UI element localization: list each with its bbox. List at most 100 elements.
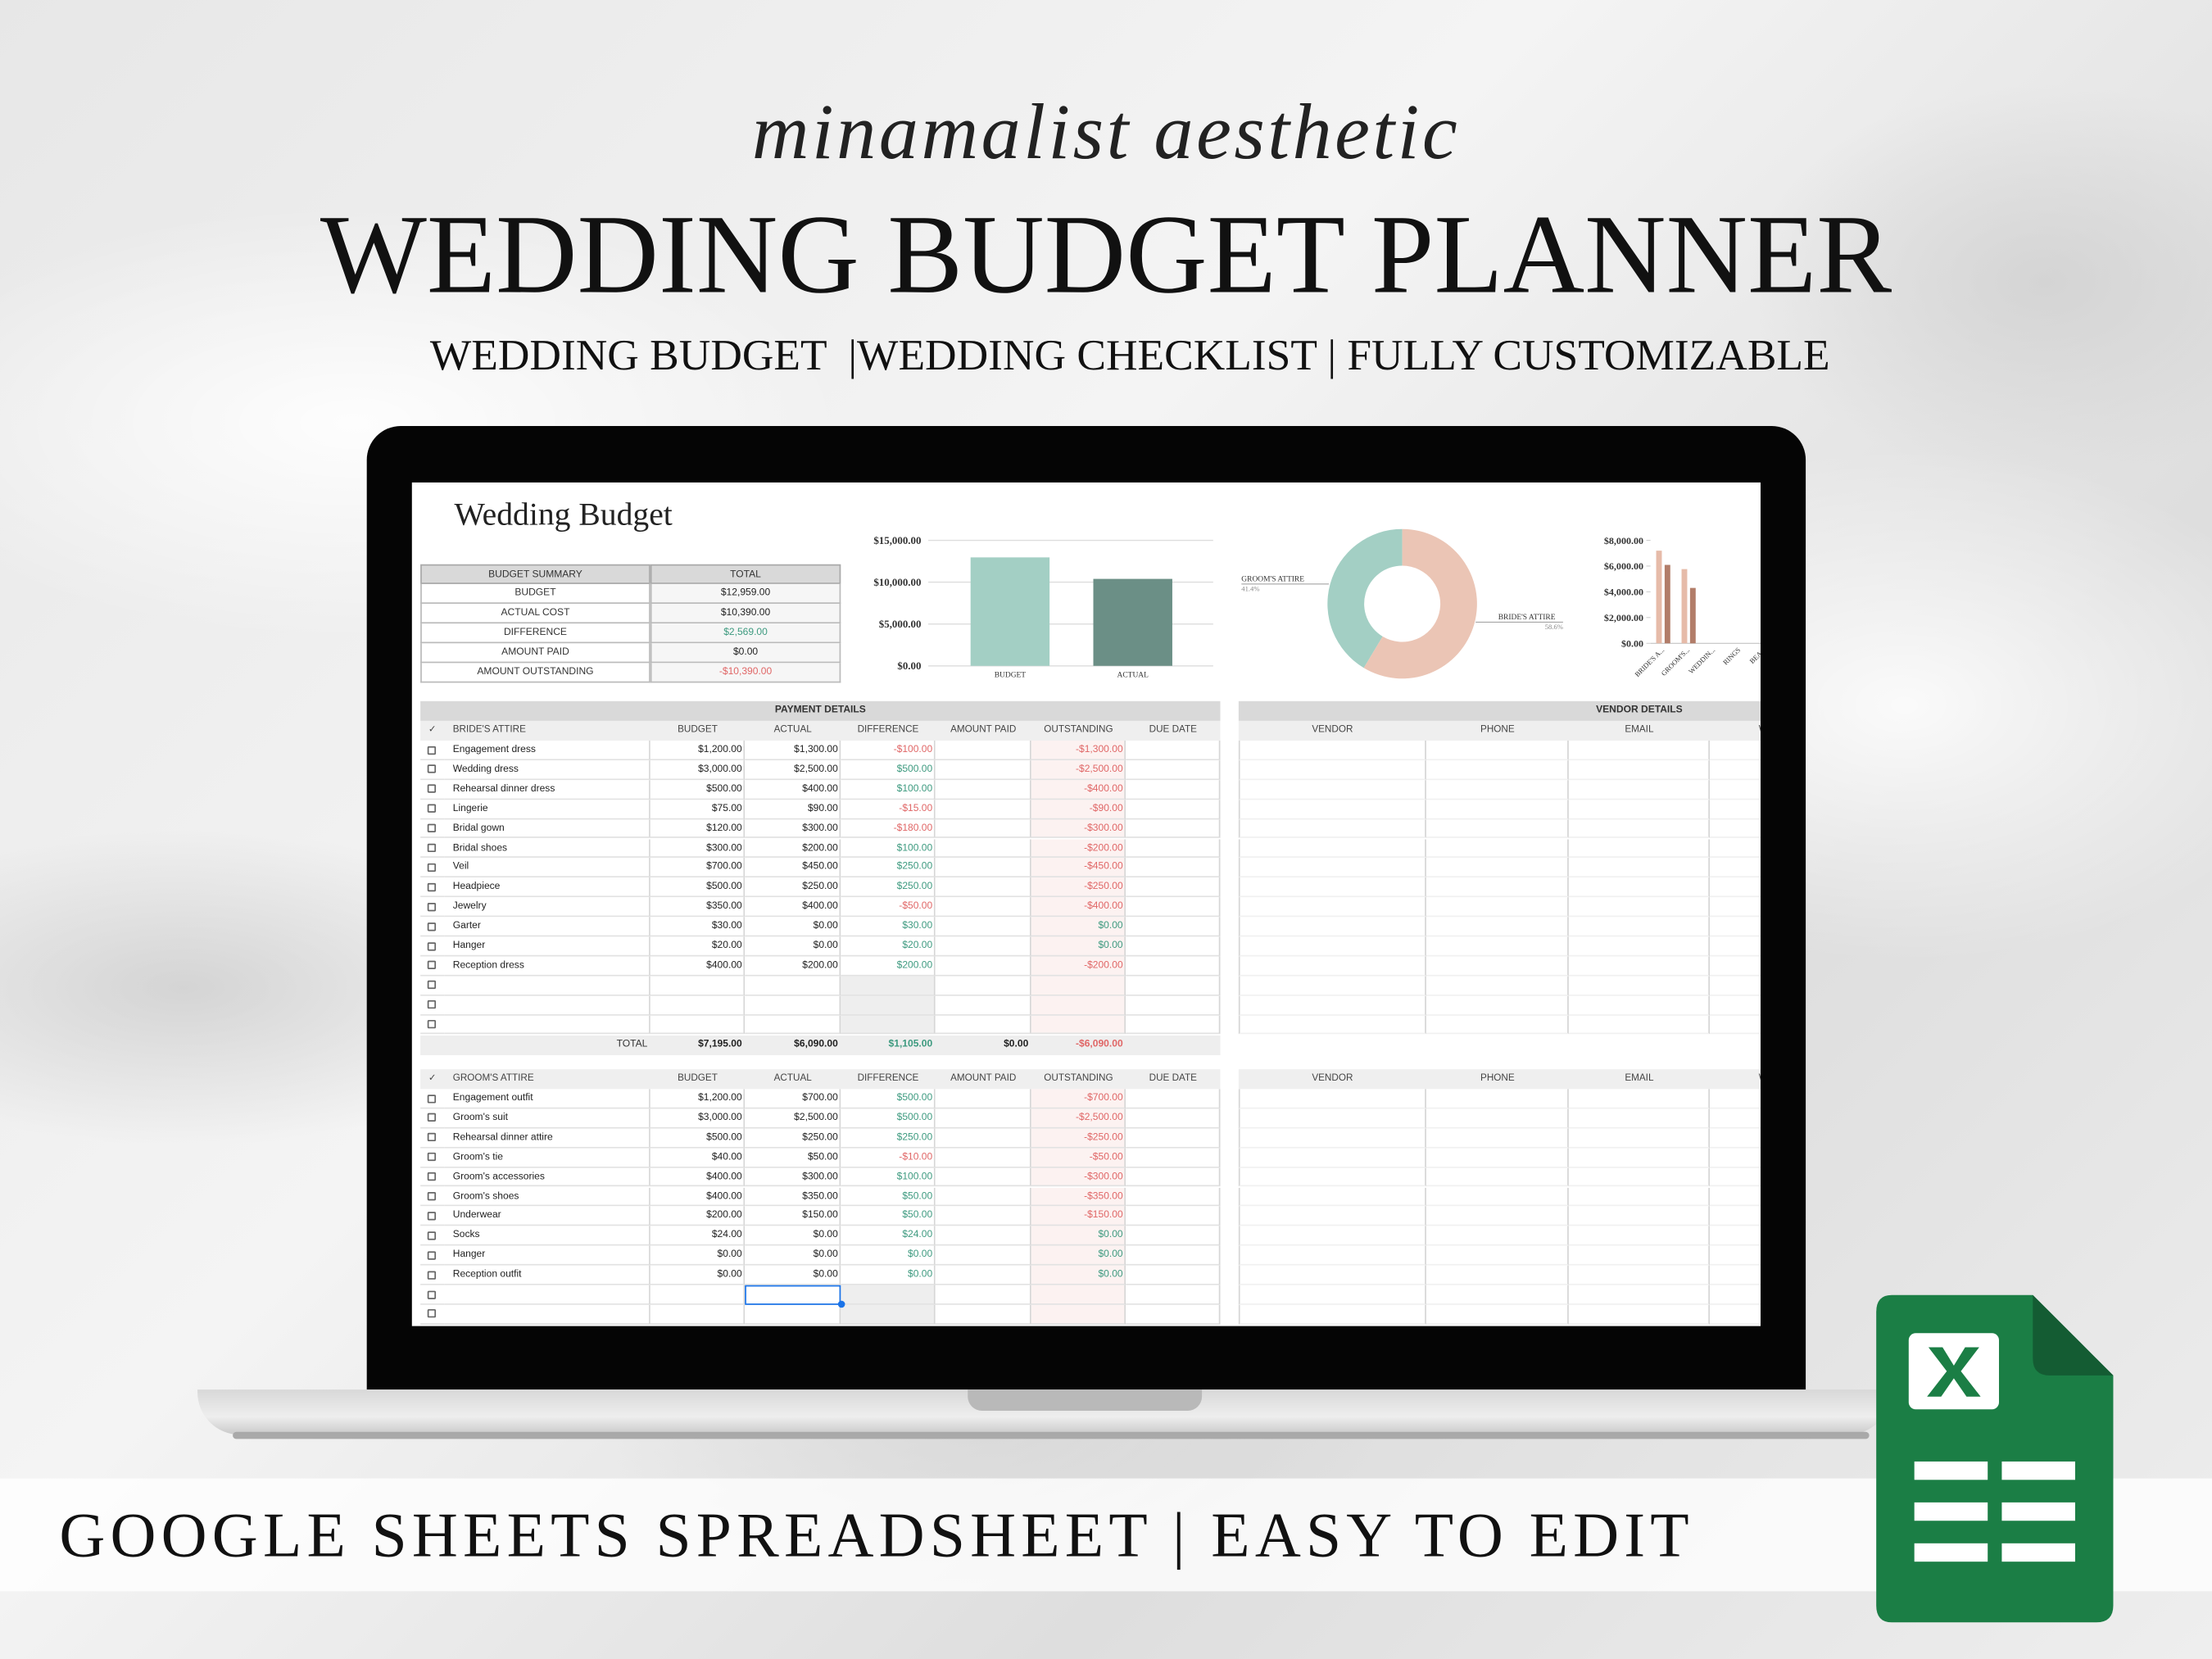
cell-difference: $100.00 [896, 1172, 933, 1182]
vendor-cell [1568, 818, 1710, 839]
grid-cell [935, 858, 1031, 878]
cell-difference: $500.00 [896, 764, 933, 775]
grid-cell [745, 1167, 841, 1187]
grid-cell [1126, 1089, 1221, 1109]
vendor-cell [1568, 759, 1710, 780]
column-header: AMOUNT PAID [950, 1073, 1017, 1084]
cell-budget: $3,000.00 [698, 764, 742, 775]
vendor-cell [1426, 1089, 1569, 1109]
checkbox[interactable] [427, 1094, 437, 1103]
column-header: BUDGET [678, 1073, 718, 1084]
selected-cell[interactable] [745, 1285, 841, 1305]
column-header: DIFFERENCE [857, 725, 919, 736]
column-header: PHONE [1480, 725, 1515, 736]
y-tick-label: $10,000.00 [873, 576, 921, 588]
grid-cell [650, 1206, 746, 1226]
vendor-cell [1568, 1265, 1710, 1285]
column-header: DIFFERENCE [857, 1073, 919, 1084]
vendor-cell [1568, 1089, 1710, 1109]
checkbox[interactable] [427, 1309, 437, 1318]
vendor-cell [1238, 917, 1426, 937]
checkbox[interactable] [427, 1153, 437, 1162]
grid-cell [650, 1245, 746, 1266]
grid-cell [745, 1128, 841, 1149]
checkbox[interactable] [427, 1000, 437, 1009]
grid-cell [650, 995, 746, 1016]
checkbox[interactable] [427, 882, 437, 891]
summary-label: ACTUAL COST [420, 603, 650, 624]
checkbox[interactable] [427, 981, 437, 990]
checkbox[interactable] [427, 941, 437, 950]
vendor-cell [1709, 878, 1761, 898]
grid-cell [1126, 818, 1221, 839]
grid-cell [841, 976, 936, 996]
column-header: DUE DATE [1149, 1073, 1197, 1084]
vendor-cell [1426, 936, 1569, 957]
cell-difference: $20.00 [902, 941, 933, 951]
column-header: BRIDE'S ATTIRE [452, 725, 526, 736]
checkbox[interactable] [427, 1133, 437, 1142]
cell-actual: $1,300.00 [794, 745, 838, 755]
y-tick-label: $4,000.00 [1604, 587, 1643, 598]
checkbox[interactable] [427, 843, 437, 853]
summary-header: TOTAL [650, 564, 841, 584]
grid-cell [1031, 1167, 1126, 1187]
x-tick-label: WEDDIN... [1687, 646, 1716, 675]
cell-actual: $400.00 [802, 901, 838, 912]
checkbox[interactable] [427, 1211, 437, 1221]
checkbox[interactable] [427, 1231, 437, 1240]
y-tick-label: $2,000.00 [1604, 612, 1643, 623]
grid-cell [1126, 1108, 1221, 1129]
donut-slice [1327, 528, 1403, 669]
checkbox[interactable] [427, 1192, 437, 1201]
checkbox[interactable] [427, 1020, 437, 1029]
grid-cell [841, 897, 936, 918]
checkbox[interactable] [427, 746, 437, 755]
cell-budget: $1,200.00 [698, 1093, 742, 1104]
vendor-cell [1426, 759, 1569, 780]
cell-item: Reception outfit [452, 1269, 522, 1280]
cell-outstanding: -$150.00 [1084, 1211, 1123, 1222]
vendor-cell [1238, 799, 1426, 819]
checkbox[interactable] [427, 823, 437, 833]
grid-cell [935, 838, 1031, 859]
vendor-cell [1426, 1187, 1569, 1207]
checkbox[interactable] [427, 1270, 437, 1280]
grid-cell [444, 1285, 650, 1305]
cell-outstanding: -$300.00 [1084, 1172, 1123, 1182]
checkbox[interactable] [427, 1113, 437, 1122]
checkbox[interactable] [427, 1250, 437, 1260]
checkbox[interactable] [427, 863, 437, 872]
cell-budget: $500.00 [706, 882, 742, 892]
cell-difference: $250.00 [896, 862, 933, 873]
grid-cell [1031, 858, 1126, 878]
total-difference: $1,105.00 [888, 1039, 933, 1049]
checkbox[interactable] [427, 804, 437, 814]
checkbox[interactable] [427, 764, 437, 774]
checkbox[interactable] [427, 902, 437, 911]
cell-actual: $350.00 [802, 1191, 838, 1202]
cell-item: Headpiece [452, 882, 501, 892]
y-tick-label: $15,000.00 [873, 534, 921, 546]
checkbox[interactable] [427, 961, 437, 970]
grid-cell [1126, 1148, 1221, 1168]
grid-cell [935, 741, 1031, 760]
grid-cell [745, 1015, 841, 1036]
cell-difference: $0.00 [908, 1249, 933, 1261]
grid-cell [650, 759, 746, 780]
grid-cell [745, 799, 841, 819]
vendor-cell [1426, 1265, 1569, 1285]
cell-outstanding: -$300.00 [1084, 823, 1123, 833]
grid-cell [444, 759, 650, 780]
checkbox[interactable] [427, 784, 437, 794]
grid-cell [1126, 976, 1221, 996]
grid-cell [841, 1108, 936, 1129]
checkbox[interactable] [427, 922, 437, 931]
grid-cell [1031, 799, 1126, 819]
grid-cell [1031, 1245, 1126, 1266]
cell-difference: $0.00 [908, 1269, 933, 1280]
checkbox[interactable] [427, 1290, 437, 1299]
checkbox[interactable] [427, 1172, 437, 1181]
grid-cell [444, 956, 650, 977]
cell-item: Engagement dress [452, 745, 536, 755]
